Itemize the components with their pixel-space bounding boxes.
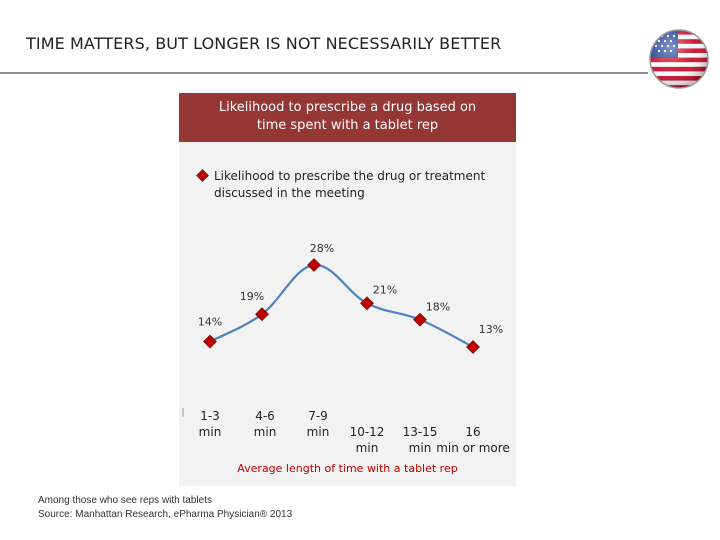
x-tick-label: 1-3 min (199, 409, 222, 439)
chart-panel (179, 93, 516, 486)
x-tick-label: 16 min or more (436, 425, 510, 455)
footnote-source: Source: Manhattan Research, ePharma Phys… (38, 509, 293, 520)
data-point (360, 296, 374, 311)
us-flag-icon (649, 29, 709, 89)
data-point (203, 334, 217, 349)
data-point (307, 258, 321, 272)
data-label: 13% (479, 323, 503, 336)
data-point (466, 340, 480, 354)
chart-title-banner: Likelihood to prescribe a drug based on … (179, 93, 516, 142)
title-divider (0, 72, 648, 74)
x-tick-label: 7-9 min (307, 409, 330, 439)
chart-title: Likelihood to prescribe a drug based on … (218, 100, 477, 133)
data-label: 21% (373, 283, 397, 296)
data-label: 14% (198, 316, 222, 329)
x-tick-label: 10-12 min (350, 425, 385, 455)
data-label: 28% (310, 242, 334, 255)
legend-entry: Likelihood to prescribe the drug or trea… (214, 169, 486, 200)
x-tick-label: 13-15 min (403, 425, 438, 455)
x-axis-title: Average length of time with a tablet rep (237, 462, 458, 475)
data-point (413, 312, 427, 327)
footnote: Among those who see reps with tablets So… (38, 494, 292, 522)
page-title: TIME MATTERS, BUT LONGER IS NOT NECESSAR… (26, 34, 502, 53)
data-label: 18% (426, 301, 450, 314)
data-label: 19% (240, 290, 264, 303)
x-tick-label: 4-6 min (254, 409, 277, 439)
data-point (255, 307, 269, 322)
footnote-base: Among those who see reps with tablets (38, 495, 212, 506)
